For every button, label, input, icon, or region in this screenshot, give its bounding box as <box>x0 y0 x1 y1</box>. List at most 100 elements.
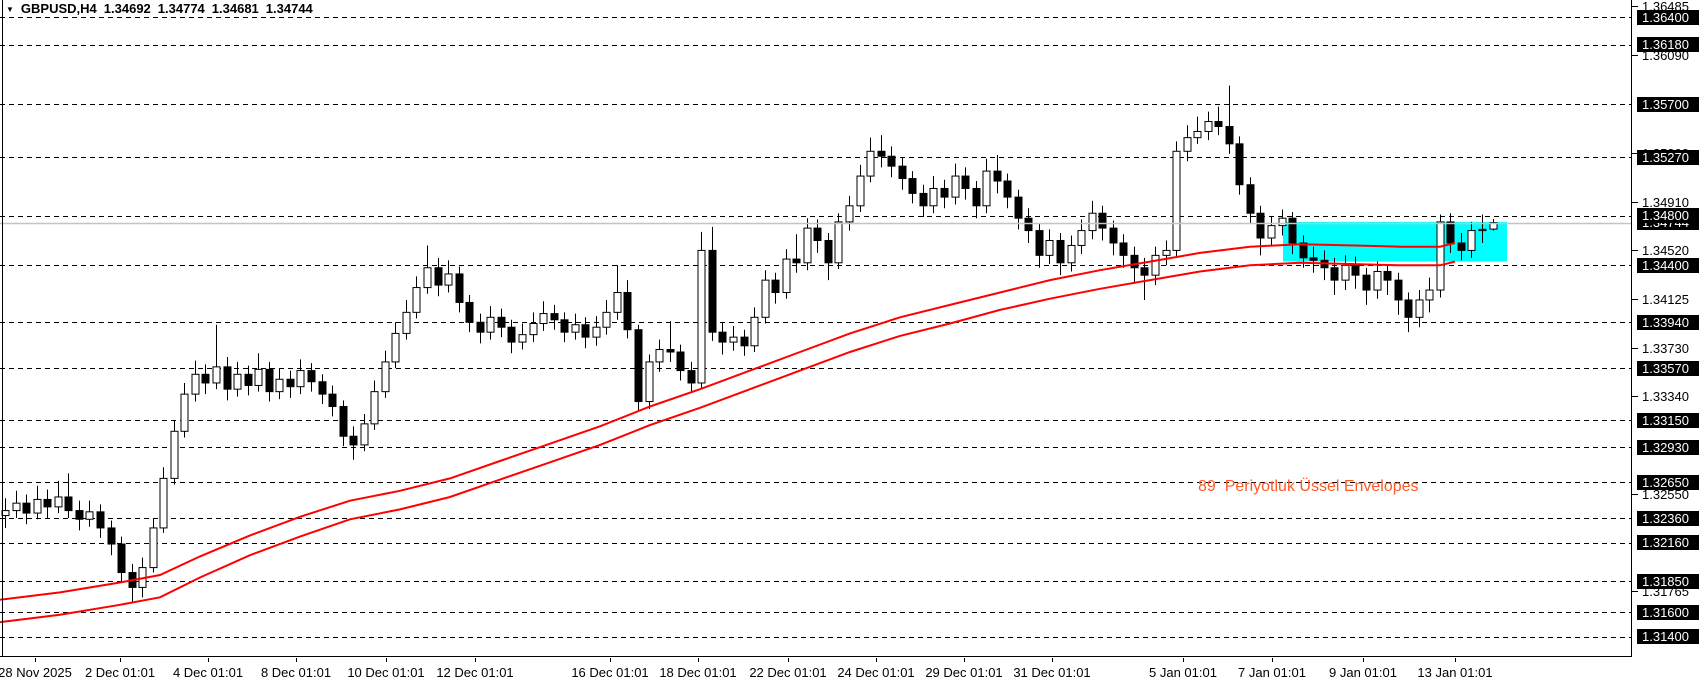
price-level-badge: 1.32160 <box>1637 535 1699 550</box>
symbol-marker-icon[interactable]: ▼ <box>6 4 14 14</box>
bear-candle-body <box>972 187 981 207</box>
bull-candle-body <box>275 378 284 393</box>
bear-candle-body <box>634 329 643 403</box>
bear-candle-body <box>708 249 717 333</box>
price-tick-mark <box>1632 396 1638 397</box>
bear-candle-body <box>1404 299 1413 318</box>
bear-candle-body <box>813 227 822 241</box>
bull-candle-body <box>782 258 791 294</box>
time-axis-label: 2 Dec 01:01 <box>84 665 156 680</box>
ohlc-high-value: 1.34774 <box>157 1 205 16</box>
bear-candle-body <box>339 406 348 437</box>
bear-candle-body <box>286 378 295 388</box>
price-axis[interactable]: 1.364851.360901.353001.349101.345201.341… <box>1632 0 1699 658</box>
price-tick-mark <box>1632 202 1638 203</box>
bull-candle-body <box>1278 217 1287 227</box>
bear-candle-body <box>676 351 685 372</box>
price-level-badge: 1.36180 <box>1637 37 1699 52</box>
bear-candle-body <box>1309 257 1318 261</box>
bear-candle-body <box>1330 267 1339 281</box>
time-axis-label: 22 Dec 01:01 <box>749 665 827 680</box>
bear-candle-body <box>1024 217 1033 232</box>
time-tick-mark <box>610 658 611 662</box>
price-level-badge: 1.32360 <box>1637 511 1699 526</box>
price-level-badge: 1.33570 <box>1637 361 1699 376</box>
bull-candle-body <box>1415 299 1424 318</box>
bear-candle-body <box>718 331 727 343</box>
bear-candle-body <box>1256 212 1265 239</box>
price-level-badge: 1.33150 <box>1637 413 1699 428</box>
bear-candle-body <box>1362 274 1371 291</box>
price-tick-mark <box>1632 6 1638 7</box>
time-axis-label: 29 Dec 01:01 <box>925 665 1003 680</box>
bear-candle-body <box>96 511 105 529</box>
price-level-badge: 1.31850 <box>1637 574 1699 589</box>
bear-candle-body <box>961 175 970 189</box>
time-tick-mark <box>1455 658 1456 662</box>
bear-candle-body <box>1235 143 1244 186</box>
bear-candle-body <box>1014 196 1023 219</box>
bear-candle-body <box>623 292 632 331</box>
bull-candle-body <box>592 326 601 338</box>
price-tick-label: 1.33340 <box>1642 389 1689 404</box>
price-tick-mark <box>1632 153 1638 154</box>
bear-candle-body <box>1351 264 1360 276</box>
bear-candle-body <box>666 349 675 353</box>
time-axis-label: 7 Jan 01:01 <box>1238 665 1306 680</box>
price-level-badge: 1.35700 <box>1637 97 1699 112</box>
bear-candle-body <box>476 321 485 333</box>
borders-layer <box>0 0 1632 657</box>
bear-candle-body <box>560 319 569 333</box>
price-chart-canvas[interactable] <box>0 0 1632 658</box>
time-axis-label: 4 Dec 01:01 <box>172 665 244 680</box>
bear-candle-body <box>1299 242 1308 259</box>
chart-title: ▼ GBPUSD,H4 1.34692 1.34774 1.34681 1.34… <box>6 1 313 16</box>
bear-candle-body <box>507 326 516 343</box>
bear-candle-body <box>1214 121 1223 128</box>
bull-candle-body <box>54 496 63 508</box>
price-tick-label: 1.32550 <box>1642 487 1689 502</box>
time-tick-mark <box>788 658 789 662</box>
bull-candle-body <box>212 366 221 384</box>
bear-candle-body <box>1056 239 1065 264</box>
bear-candle-body <box>1394 279 1403 301</box>
bull-candle-body <box>1045 239 1054 256</box>
bear-candle-body <box>908 178 917 194</box>
bull-candle-body <box>834 221 843 264</box>
price-tick-mark <box>1632 348 1638 349</box>
time-tick-mark <box>1363 658 1364 662</box>
bear-candle-body <box>349 435 358 446</box>
bear-candle-body <box>307 370 316 383</box>
bull-candle-body <box>1151 254 1160 276</box>
bear-candle-body <box>1246 184 1255 214</box>
time-tick-mark <box>120 658 121 662</box>
bull-candle-body <box>296 370 305 388</box>
time-tick-mark <box>698 658 699 662</box>
bear-candle-body <box>1140 267 1149 276</box>
price-tick-mark <box>1632 250 1638 251</box>
bull-candle-body <box>982 170 991 207</box>
bull-candle-body <box>613 292 622 313</box>
time-axis-label: 10 Dec 01:01 <box>347 665 425 680</box>
bull-candle-body <box>233 373 242 390</box>
bear-candle-body <box>75 510 84 520</box>
bear-candle-body <box>1098 212 1107 229</box>
time-tick-mark <box>1272 658 1273 662</box>
time-axis-label: 13 Jan 01:01 <box>1417 665 1493 680</box>
bull-candle-body <box>1373 270 1382 291</box>
time-axis[interactable]: 28 Nov 2025 2 Dec 01:01 4 Dec 01:01 8 Dec 0… <box>0 658 1699 684</box>
bear-candle-body <box>887 155 896 167</box>
time-axis-label: 8 Dec 01:01 <box>260 665 332 680</box>
plot-area[interactable]: ▼ GBPUSD,H4 1.34692 1.34774 1.34681 1.34… <box>0 0 1632 658</box>
bull-candle-body <box>423 267 432 289</box>
bear-candle-body <box>117 543 126 574</box>
price-level-badge: 1.36400 <box>1637 10 1699 25</box>
bear-candle-body <box>434 267 443 286</box>
bear-candle-body <box>244 373 253 386</box>
envelope-lower-line-layer <box>0 260 1456 624</box>
price-tick-label: 1.34520 <box>1642 243 1689 258</box>
time-tick-mark <box>475 658 476 662</box>
bull-candle-body <box>655 349 664 363</box>
bull-candle-body <box>381 361 390 393</box>
bull-candle-body <box>191 373 200 395</box>
